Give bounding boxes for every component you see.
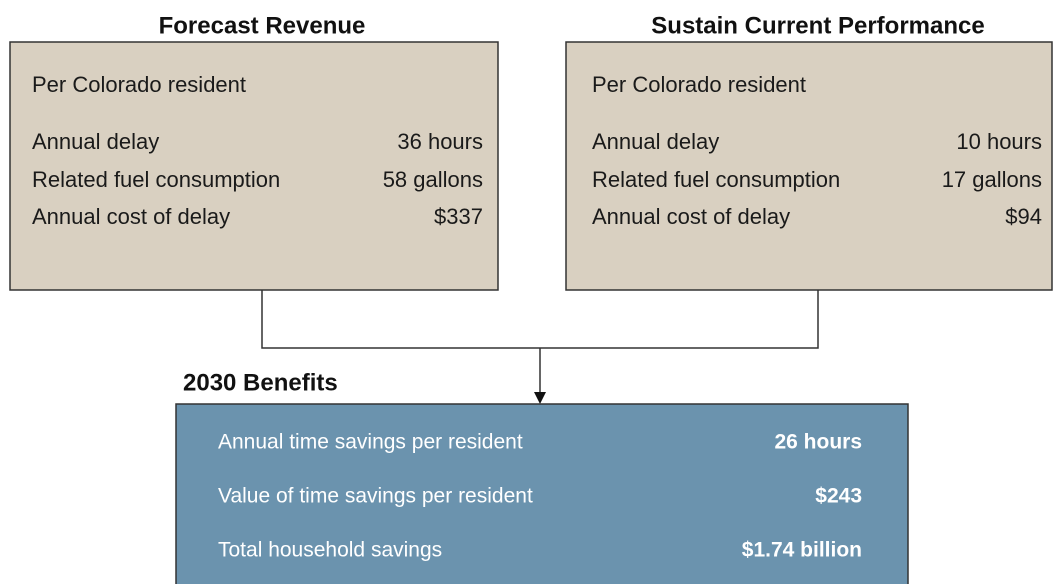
row-value: $337 [434,204,483,229]
row-label: Annual cost of delay [592,204,790,229]
arrow-head [534,392,546,404]
row-value: 17 gallons [942,167,1042,192]
row-label: Annual time savings per resident [218,431,523,454]
panel-subtitle: Per Colorado resident [32,72,246,97]
panel-box [9,41,499,291]
row-value: 58 gallons [383,167,483,192]
row-value: $243 [815,485,862,508]
row-label: Annual delay [592,129,719,154]
panel-subtitle: Per Colorado resident [592,72,806,97]
row-value: 36 hours [397,129,483,154]
row-label: Related fuel consumption [32,167,280,192]
benefits-box [175,403,909,584]
row-label: Total household savings [218,539,442,562]
benefits-title: 2030 Benefits [183,369,338,396]
row-label: Annual delay [32,129,159,154]
row-value: 26 hours [774,431,862,454]
row-value: $1.74 billion [742,539,862,562]
row-value: $94 [1005,204,1042,229]
panel-title: Sustain Current Performance [651,12,984,39]
panel-title: Forecast Revenue [159,12,366,39]
connector [261,290,819,349]
row-label: Annual cost of delay [32,204,230,229]
row-label: Value of time savings per resident [218,485,533,508]
row-value: 10 hours [956,129,1042,154]
row-label: Related fuel consumption [592,167,840,192]
panel-box [565,41,1053,291]
